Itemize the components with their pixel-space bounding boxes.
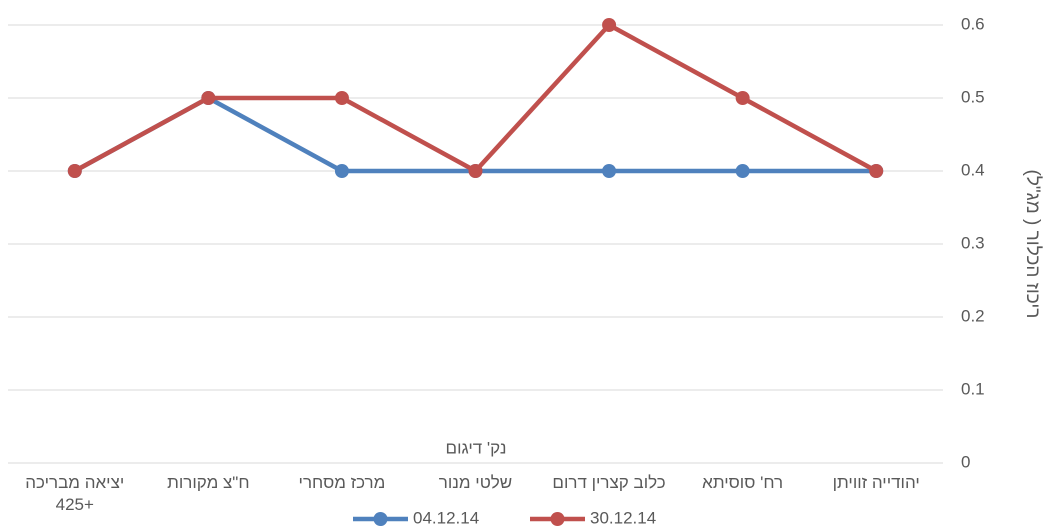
x-axis-title: נק' דיגום [446, 438, 507, 457]
data-point [201, 91, 216, 105]
data-point [468, 164, 483, 178]
x-tick-label: ח"צ מקורות [167, 473, 250, 492]
data-point [869, 164, 884, 178]
x-tick-label-box: כלוב קצרין דרום [552, 473, 666, 492]
data-point [602, 164, 617, 178]
x-tick-label-box: ח"צ מקורות [167, 473, 250, 492]
data-point [602, 18, 617, 32]
x-tick-label-box: יהודייה זוויתן [832, 473, 920, 492]
x-tick-label: שלטי מנור [438, 473, 513, 492]
data-point [334, 91, 349, 105]
data-point [67, 164, 82, 178]
x-tick-label-box: מרכז מסחרי [298, 473, 386, 492]
data-point [735, 91, 750, 105]
y-tick-label: 0.1 [961, 379, 985, 398]
x-tick-label: מרכז מסחרי [298, 473, 386, 492]
y-tick-label: 0.2 [961, 306, 985, 325]
x-tick-label-box: יציאה מבריכה +425 [25, 473, 125, 514]
x-tick-label-box: שלטי מנור [438, 473, 513, 492]
series-line [72, 95, 879, 174]
y-tick-label: 0.3 [961, 233, 985, 252]
legend-marker [550, 512, 565, 526]
x-tick-label: רח' סוסיתא [702, 473, 784, 492]
x-tick-label: כלוב קצרין דרום [552, 473, 666, 492]
data-point [735, 164, 750, 178]
y-tick-label: 0.5 [961, 87, 985, 106]
x-tick-label-box: רח' סוסיתא [702, 473, 784, 492]
y-tick-label: 0 [961, 452, 970, 471]
y-tick-label: 0.6 [961, 14, 985, 33]
x-tick-label: יהודייה זוויתן [832, 473, 920, 492]
y-axis-title: ריכוז הכלור ( מג"ל) [1022, 170, 1043, 319]
data-point [334, 164, 349, 178]
legend-label: 04.12.14 [413, 508, 479, 527]
legend-label: 30.12.14 [590, 508, 656, 527]
legend-marker [373, 512, 388, 526]
y-tick-label: 0.4 [961, 160, 985, 179]
x-tick-label: יציאה מבריכה +425 [25, 473, 125, 514]
